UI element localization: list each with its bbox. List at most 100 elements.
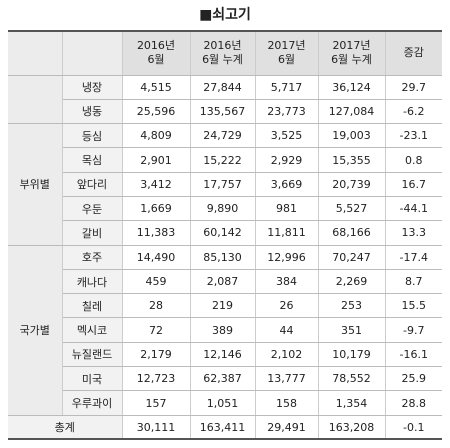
cell: 13,777: [255, 366, 319, 392]
cell: 23,773: [255, 99, 319, 125]
table-row: 우루과이 157 1,051 158 1,354 28.8: [8, 390, 442, 416]
group-label: 국가별: [8, 245, 63, 416]
cell: -16.1: [385, 342, 442, 368]
cell: 15,222: [190, 147, 256, 173]
column-header: 증감: [385, 30, 442, 76]
cell: 11,383: [122, 220, 191, 246]
cell: 70,247: [318, 245, 386, 270]
table-header: 2016년 6월 2016년 6월 누계 2017년 6월 2017년 6월 누계 증감: [8, 30, 442, 76]
cell: 3,525: [255, 123, 319, 149]
cell: 157: [122, 390, 191, 416]
cell: 158: [255, 390, 319, 416]
row-label: 미국: [62, 366, 123, 392]
cell: 25,596: [122, 99, 191, 125]
cell: 459: [122, 269, 191, 295]
cell: 0.8: [385, 147, 442, 173]
table-row: 부위별 등심 4,809 24,729 3,525 19,003 -23.1: [8, 123, 442, 246]
cell: 389: [190, 317, 256, 343]
cell: 1,669: [122, 196, 191, 222]
cell: -0.1: [385, 414, 442, 441]
cell: 2,179: [122, 342, 191, 368]
cell: 2,269: [318, 269, 386, 295]
table-row: 우둔 1,669 9,890 981 5,527 -44.1: [8, 196, 442, 222]
row-label: 앞다리: [62, 172, 123, 197]
cell: 29.7: [385, 75, 442, 100]
column-header: 2016년 6월: [122, 30, 191, 76]
cell: 5,527: [318, 196, 386, 222]
row-label: 칠레: [62, 293, 123, 319]
row-label: 목심: [62, 147, 123, 173]
group-label: [8, 75, 63, 125]
row-label: 우루과이: [62, 390, 123, 416]
cell: 15.5: [385, 293, 442, 319]
row-label: 뉴질랜드: [62, 342, 123, 368]
cell: 1,354: [318, 390, 386, 416]
cell: 13.3: [385, 220, 442, 246]
cell: 163,208: [318, 414, 386, 441]
row-label: 냉동: [62, 99, 123, 125]
cell: 11,811: [255, 220, 319, 246]
cell: 27,844: [190, 75, 256, 100]
title: ■쇠고기: [199, 7, 251, 23]
cell: 253: [318, 293, 386, 319]
table-row: 냉장 4,515 27,844 5,717 36,124 29.7: [8, 75, 442, 125]
cell: 28.8: [385, 390, 442, 416]
header-blank: [62, 30, 123, 76]
row-label: 갈비: [62, 220, 123, 246]
cell: 2,901: [122, 147, 191, 173]
cell: 44: [255, 317, 319, 343]
cell: 24,729: [190, 123, 256, 149]
cell: 78,552: [318, 366, 386, 392]
cell: 981: [255, 196, 319, 222]
cell: 1,051: [190, 390, 256, 416]
table-row: 미국 12,723 62,387 13,777 78,552 25.9: [8, 366, 442, 392]
cell: 351: [318, 317, 386, 343]
table-row: 칠레 28 219 26 253 15.5: [8, 293, 442, 319]
column-header: 2017년 6월: [255, 30, 319, 76]
table-row: 국가별 호주 14,490 85,130 12,996 70,247 -17.4: [8, 245, 442, 416]
row-label: 캐나다: [62, 269, 123, 295]
cell: 4,515: [122, 75, 191, 100]
table-row: 목심 2,901 15,222 2,929 15,355 0.8: [8, 147, 442, 173]
cell: 12,146: [190, 342, 256, 368]
row-label: 등심: [62, 123, 123, 149]
group-label: 부위별: [8, 123, 63, 246]
cell: 20,739: [318, 172, 386, 197]
cell: 4,809: [122, 123, 191, 149]
header-row: 2016년 6월 2016년 6월 누계 2017년 6월 2017년 6월 누계 증감: [8, 30, 442, 76]
header-blank: [8, 30, 63, 76]
cell: 15,355: [318, 147, 386, 173]
cell: 2,929: [255, 147, 319, 173]
table-row: 갈비 11,383 60,142 11,811 68,166 13.3: [8, 220, 442, 246]
cell: -17.4: [385, 245, 442, 270]
cell: 30,111: [122, 414, 191, 441]
cell: 19,003: [318, 123, 386, 149]
cell: -23.1: [385, 123, 442, 149]
table-row: 냉동 25,596 135,567 23,773 127,084 -6.2: [8, 99, 442, 125]
cell: 60,142: [190, 220, 256, 246]
row-label: 호주: [62, 245, 123, 270]
cell: 8.7: [385, 269, 442, 295]
cell: 384: [255, 269, 319, 295]
cell: 28: [122, 293, 191, 319]
column-header: 2016년 6월 누계: [190, 30, 256, 76]
cell: 17,757: [190, 172, 256, 197]
column-header: 2017년 6월 누계: [318, 30, 386, 76]
cell: -6.2: [385, 99, 442, 125]
cell: 14,490: [122, 245, 191, 270]
cell: 36,124: [318, 75, 386, 100]
cell: 163,411: [190, 414, 256, 441]
cell: 12,723: [122, 366, 191, 392]
row-label: 총계: [8, 414, 123, 441]
total-row: 총계 30,111 163,411 29,491 163,208 -0.1: [8, 414, 442, 441]
cell: 12,996: [255, 245, 319, 270]
cell: 26: [255, 293, 319, 319]
cell: 219: [190, 293, 256, 319]
cell: 29,491: [255, 414, 319, 441]
cell: 2,087: [190, 269, 256, 295]
row-label: 멕시코: [62, 317, 123, 343]
cell: 3,669: [255, 172, 319, 197]
cell: -9.7: [385, 317, 442, 343]
cell: 9,890: [190, 196, 256, 222]
table-row: 멕시코 72 389 44 351 -9.7: [8, 317, 442, 343]
